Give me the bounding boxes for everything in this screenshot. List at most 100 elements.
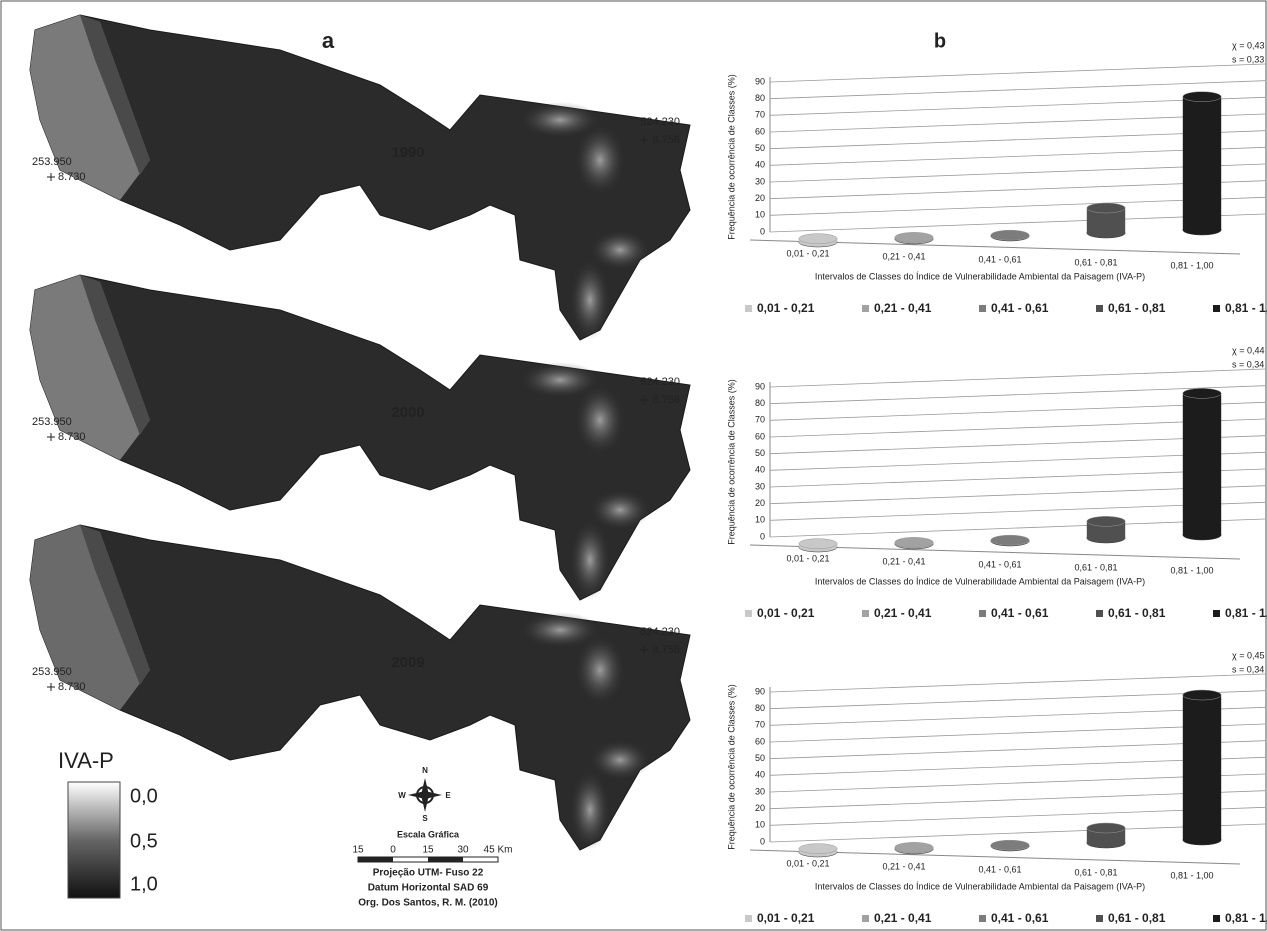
- bar-cap: [991, 535, 1029, 545]
- map-highlight: [570, 260, 610, 340]
- grid-line: [770, 674, 1265, 692]
- coord-east: 524.230: [640, 116, 680, 128]
- y-tick-label: 30: [755, 481, 765, 491]
- y-tick-label: 50: [755, 143, 765, 153]
- bar-cap: [1087, 516, 1125, 526]
- coord-south: 8.730: [58, 431, 86, 443]
- coord-west: 253.950: [32, 666, 72, 678]
- y-tick-label: 40: [755, 465, 765, 475]
- y-axis-title: Frequência de ocorrência de Classes (%): [726, 74, 736, 240]
- y-tick-label: 60: [755, 431, 765, 441]
- y-tick-label: 10: [755, 820, 765, 830]
- y-tick-label: 10: [755, 210, 765, 220]
- compass-n: N: [422, 766, 428, 775]
- figure: a b 1990524.2308.756253.9508.7302000524.…: [0, 0, 1267, 931]
- coord-north: 8.756: [652, 394, 680, 406]
- bar-cap: [895, 232, 933, 242]
- x-tick-label: 0,21 - 0,41: [882, 251, 925, 261]
- legend-swatch: [862, 610, 869, 617]
- x-tick-label: 0,41 - 0,61: [978, 254, 1021, 264]
- legend-label: 0,21 - 0,41: [874, 301, 932, 315]
- bar-cap: [799, 539, 837, 549]
- bar: [1183, 97, 1221, 230]
- y-tick-label: 0: [760, 226, 765, 236]
- legend-label: 0,81 - 1,00: [1225, 606, 1267, 620]
- coord-west: 253.950: [32, 156, 72, 168]
- x-tick-label: 0,01 - 0,21: [786, 858, 829, 868]
- map-year: 1990: [391, 144, 424, 161]
- coord-south: 8.730: [58, 681, 86, 693]
- bar-cap: [1087, 823, 1125, 833]
- y-tick-label: 50: [755, 753, 765, 763]
- map-highlight: [575, 385, 625, 455]
- y-tick-label: 30: [755, 176, 765, 186]
- legend-swatch: [979, 610, 986, 617]
- legend-gradient: [68, 782, 120, 898]
- y-tick-label: 40: [755, 770, 765, 780]
- y-axis-title: Frequência de ocorrência de Classes (%): [726, 684, 736, 850]
- bar-cap: [799, 844, 837, 854]
- compass: N S W E: [398, 766, 451, 823]
- y-tick-label: 80: [755, 703, 765, 713]
- coord-east: 524.230: [640, 376, 680, 388]
- y-tick-label: 60: [755, 126, 765, 136]
- x-tick-label: 0,41 - 0,61: [978, 559, 1021, 569]
- legend-label: 0,81 - 1,00: [1225, 301, 1267, 315]
- bar-cap: [1087, 203, 1125, 213]
- y-tick-label: 80: [755, 398, 765, 408]
- legend-label: 0,0: [130, 785, 158, 807]
- credit: Projeção UTM- Fuso 22: [373, 868, 484, 879]
- y-tick-label: 80: [755, 93, 765, 103]
- stat-mean: χ = 0,45: [1232, 650, 1265, 660]
- map-legend: IVA-P 0,0 0,5 1,0: [58, 748, 158, 898]
- map-highlight: [570, 520, 610, 600]
- legend-label: 0,41 - 0,61: [991, 301, 1049, 315]
- coord-east: 524.230: [640, 626, 680, 638]
- bar-cap: [991, 230, 1029, 240]
- y-tick-label: 90: [755, 686, 765, 696]
- legend-swatch: [862, 915, 869, 922]
- legend-label: 0,61 - 0,81: [1108, 606, 1166, 620]
- legend-label: 0,01 - 0,21: [757, 301, 815, 315]
- legend-swatch: [1213, 915, 1220, 922]
- x-axis-title: Intervalos de Classes do Índice de Vulne…: [815, 881, 1145, 891]
- legend-swatch: [745, 915, 752, 922]
- legend-label: 0,21 - 0,41: [874, 911, 932, 925]
- x-tick-label: 0,41 - 0,61: [978, 864, 1021, 874]
- legend-label: 0,21 - 0,41: [874, 606, 932, 620]
- legend-swatch: [1213, 305, 1220, 312]
- map-highlight: [590, 490, 650, 530]
- legend-label: 0,61 - 0,81: [1108, 911, 1166, 925]
- bar: [1183, 695, 1221, 840]
- legend-label: 1,0: [130, 873, 158, 895]
- legend-swatch: [745, 305, 752, 312]
- legend-label: 0,61 - 0,81: [1108, 301, 1166, 315]
- scale-label: 0: [390, 845, 396, 856]
- y-tick-label: 40: [755, 160, 765, 170]
- grid-line: [770, 64, 1265, 82]
- y-tick-label: 70: [755, 720, 765, 730]
- bar-chart: 0102030405060708090Frequência de ocorrên…: [726, 650, 1267, 925]
- coord-cross: [47, 173, 55, 181]
- map-highlight: [590, 230, 650, 270]
- coord-north: 8.756: [652, 134, 680, 146]
- bar-cap: [1183, 388, 1221, 398]
- legend-swatch: [979, 915, 986, 922]
- stat-sd: s = 0,34: [1232, 359, 1264, 369]
- map-highlight: [575, 635, 625, 705]
- map-highlight: [590, 740, 650, 780]
- y-tick-label: 90: [755, 381, 765, 391]
- bar-cap: [895, 842, 933, 852]
- stat-mean: χ = 0,43: [1232, 40, 1265, 50]
- y-tick-label: 70: [755, 110, 765, 120]
- legend-swatch: [1096, 610, 1103, 617]
- legend-swatch: [1096, 305, 1103, 312]
- credit: Org. Dos Santos, R. M. (2010): [358, 898, 497, 909]
- x-tick-label: 0,01 - 0,21: [786, 248, 829, 258]
- stat-sd: s = 0,33: [1232, 54, 1264, 64]
- compass-w: W: [398, 791, 406, 800]
- x-tick-label: 0,81 - 1,00: [1170, 565, 1213, 575]
- grid-line: [770, 369, 1265, 387]
- y-tick-label: 20: [755, 803, 765, 813]
